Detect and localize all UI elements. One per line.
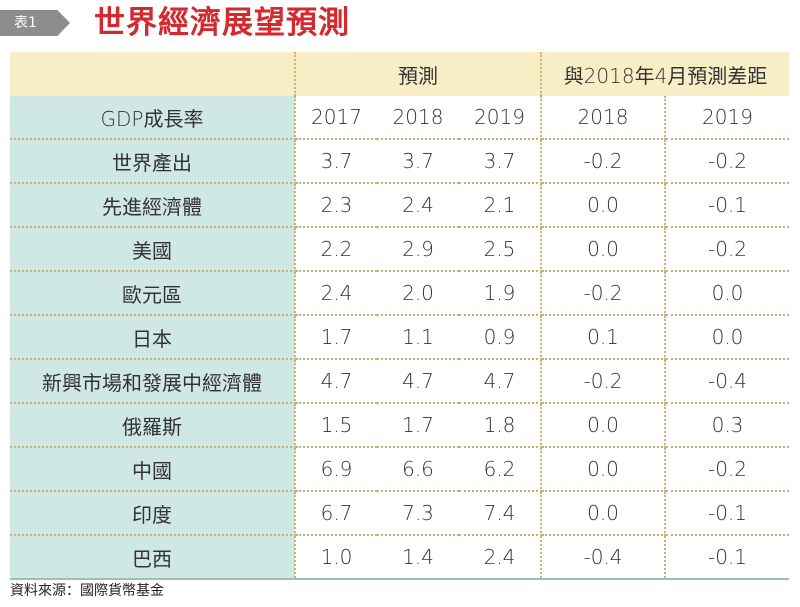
value-cell: 2.4 [459,535,542,580]
value-cell: 2.3 [295,183,377,228]
table-row: 俄羅斯 1.5 1.7 1.8 0.0 0.3 [10,403,789,448]
page-title: 世界經濟展望預測 [94,5,350,41]
row-label: 日本 [10,315,296,360]
table-row: 中國 6.9 6.6 6.2 0.0 -0.2 [10,447,789,492]
table-row: 新興市場和發展中經濟體 4.7 4.7 4.7 -0.2 -0.4 [10,359,789,404]
value-cell: 0.0 [541,227,666,272]
value-cell: 1.5 [295,403,377,448]
value-cell: 2.4 [295,271,377,316]
table-row: 美國 2.2 2.9 2.5 0.0 -0.2 [10,227,789,272]
table-row: 世界產出 3.7 3.7 3.7 -0.2 -0.2 [10,139,789,184]
table-tag: 表1 [0,10,70,36]
value-cell: 1.9 [459,271,542,316]
value-cell: 2.2 [295,227,377,272]
value-cell: 1.7 [295,315,377,360]
value-cell: -0.2 [541,359,666,404]
row-label: 巴西 [10,535,296,580]
value-cell: -0.4 [665,359,789,404]
value-cell: 1.7 [377,403,459,448]
value-cell: 4.7 [295,359,377,404]
value-cell: 0.0 [541,183,666,228]
value-cell: -0.1 [665,491,789,536]
value-cell: 3.7 [459,139,542,184]
value-cell: 0.0 [665,271,789,316]
value-cell: -0.4 [541,535,666,580]
value-cell: 0.3 [665,403,789,448]
header-corner-cell [10,52,296,96]
value-cell: 3.7 [295,139,377,184]
value-cell: 2.4 [377,183,459,228]
forecast-table: 預測 與2018年4月預測差距 GDP成長率 2017 2018 2019 20… [10,52,789,580]
value-cell: 1.1 [377,315,459,360]
table-row: 先進經濟體 2.3 2.4 2.1 0.0 -0.1 [10,183,789,228]
year-header: 2018 [541,96,666,140]
row-label: 先進經濟體 [10,183,296,228]
year-header: 2017 [295,96,377,140]
value-cell: 4.7 [459,359,542,404]
year-header: 2019 [665,96,789,140]
value-cell: -0.2 [541,139,666,184]
value-cell: -0.1 [665,535,789,580]
year-header: 2019 [459,96,542,140]
value-cell: 6.6 [377,447,459,492]
value-cell: 7.4 [459,491,542,536]
value-cell: -0.2 [541,271,666,316]
value-cell: -0.2 [665,139,789,184]
value-cell: 1.8 [459,403,542,448]
value-cell: 2.5 [459,227,542,272]
value-cell: 3.7 [377,139,459,184]
row-label: 新興市場和發展中經濟體 [10,359,296,404]
year-header-row: GDP成長率 2017 2018 2019 2018 2019 [10,96,789,140]
value-cell: 2.0 [377,271,459,316]
value-cell: 0.9 [459,315,542,360]
value-cell: 0.1 [541,315,666,360]
row-label: 歐元區 [10,271,296,316]
header: 表1 世界經濟展望預測 [0,0,800,50]
value-cell: 0.0 [541,491,666,536]
row-label: 俄羅斯 [10,403,296,448]
value-cell: 6.7 [295,491,377,536]
value-cell: 4.7 [377,359,459,404]
group-header-row: 預測 與2018年4月預測差距 [10,52,789,96]
gdp-label-header: GDP成長率 [10,96,296,140]
value-cell: 1.4 [377,535,459,580]
value-cell: -0.2 [665,227,789,272]
table-body: 預測 與2018年4月預測差距 GDP成長率 2017 2018 2019 20… [10,52,789,580]
row-label: 中國 [10,447,296,492]
table-row: 巴西 1.0 1.4 2.4 -0.4 -0.1 [10,535,789,580]
year-header: 2018 [377,96,459,140]
value-cell: 0.0 [541,403,666,448]
row-label: 美國 [10,227,296,272]
value-cell: 2.9 [377,227,459,272]
source-note: 資料來源：國際貨幣基金 [10,583,164,599]
forecast-table-container: 預測 與2018年4月預測差距 GDP成長率 2017 2018 2019 20… [10,52,789,580]
value-cell: -0.1 [665,183,789,228]
value-cell: 2.1 [459,183,542,228]
table-row: 歐元區 2.4 2.0 1.9 -0.2 0.0 [10,271,789,316]
value-cell: 6.2 [459,447,542,492]
value-cell: 6.9 [295,447,377,492]
value-cell: 0.0 [541,447,666,492]
table-row: 日本 1.7 1.1 0.9 0.1 0.0 [10,315,789,360]
row-label: 世界產出 [10,139,296,184]
difference-group-header: 與2018年4月預測差距 [541,52,789,96]
table-row: 印度 6.7 7.3 7.4 0.0 -0.1 [10,491,789,536]
row-label: 印度 [10,491,296,536]
value-cell: 1.0 [295,535,377,580]
value-cell: 0.0 [665,315,789,360]
value-cell: -0.2 [665,447,789,492]
value-cell: 7.3 [377,491,459,536]
forecast-group-header: 預測 [295,52,542,96]
